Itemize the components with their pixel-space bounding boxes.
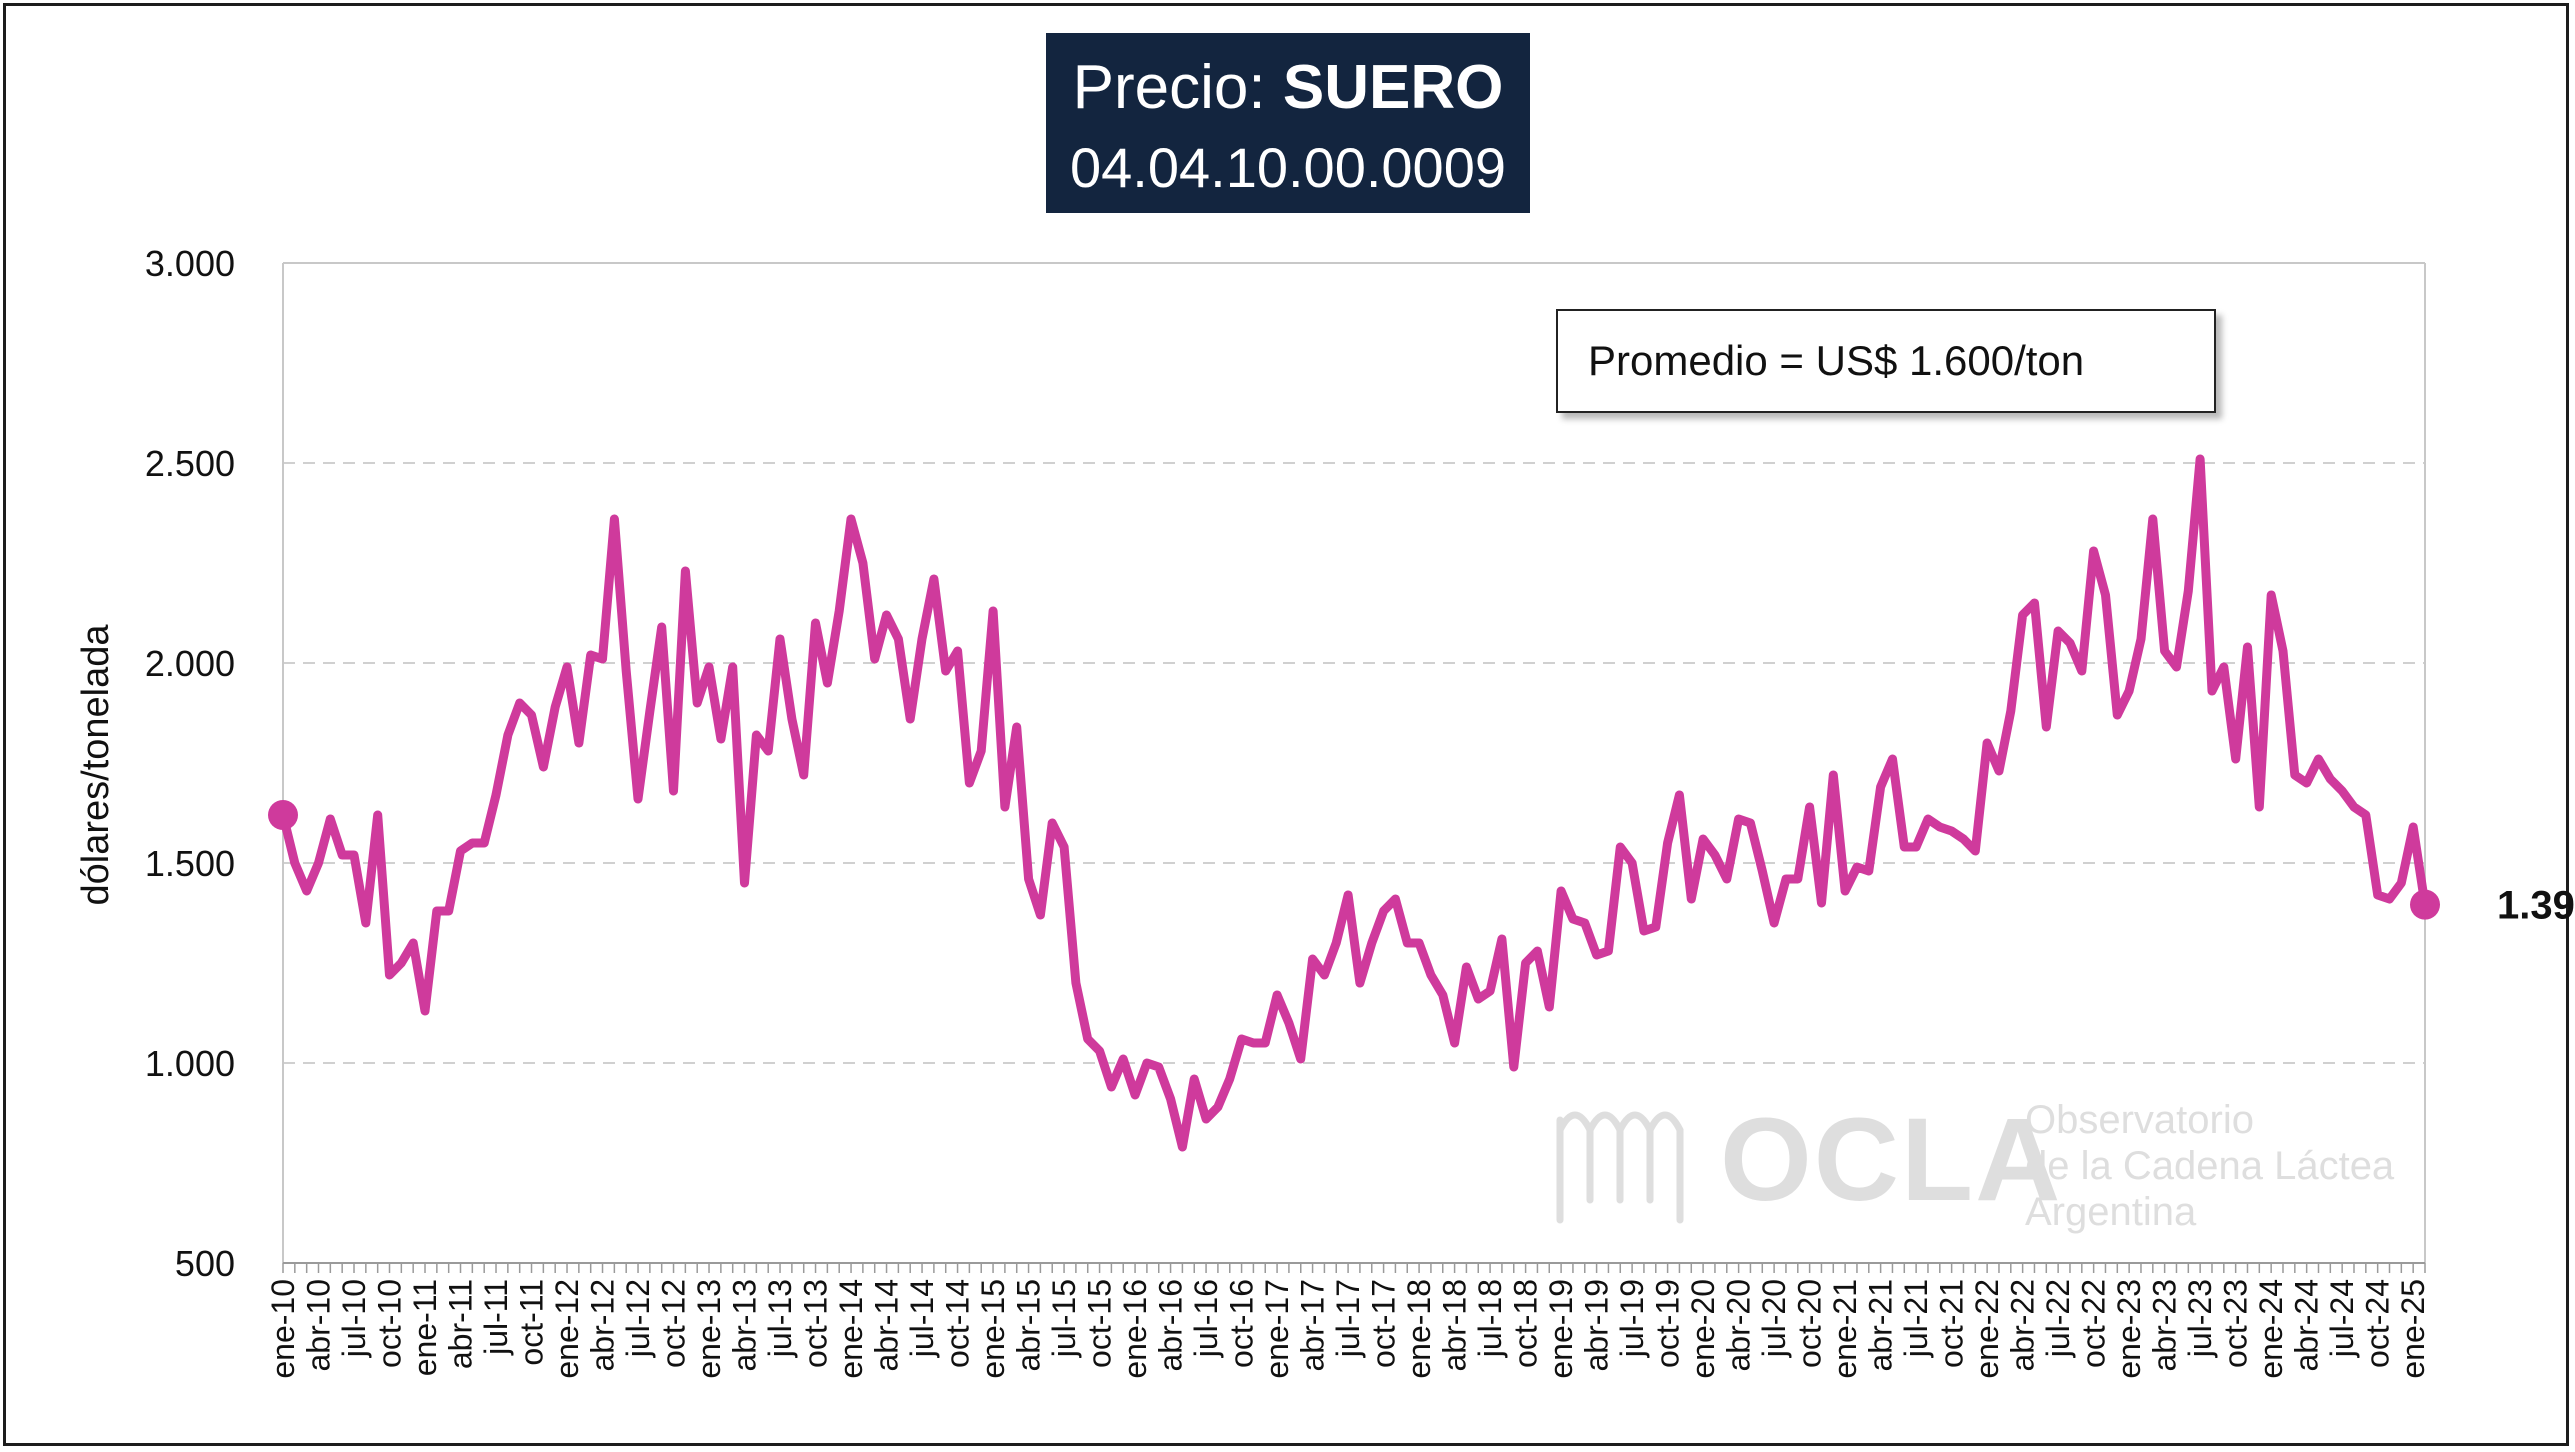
x-tick-label: abr-16: [1153, 1279, 1189, 1372]
title-prefix: Precio:: [1072, 53, 1266, 122]
title-product: SUERO: [1282, 53, 1504, 122]
x-tick-label: ene-10: [265, 1279, 301, 1379]
x-tick-label: oct-12: [656, 1279, 692, 1368]
x-tick-label: jul-19: [1614, 1279, 1650, 1358]
y-axis: 500 1.000 1.500 2.000 2.500 3.000: [145, 243, 2426, 1284]
x-tick-label: oct-19: [1650, 1279, 1686, 1368]
x-tick-label: ene-21: [1827, 1279, 1863, 1379]
x-tick-label: abr-19: [1579, 1279, 1615, 1372]
y-tick-label: 3.000: [145, 243, 235, 284]
x-tick-label: ene-18: [1401, 1279, 1437, 1379]
logo-ocla-text: OCLA: [1720, 1094, 2063, 1226]
x-tick-label: ene-20: [1685, 1279, 1721, 1379]
end-point-marker: [2410, 889, 2440, 920]
series-layer: [278, 454, 2430, 1152]
x-tick-label: oct-11: [514, 1279, 550, 1366]
y-tick-label: 2.000: [145, 643, 235, 684]
x-tick-label: abr-12: [585, 1279, 621, 1372]
x-tick-label: ene-12: [549, 1279, 585, 1379]
x-tick-label: abr-13: [727, 1279, 763, 1372]
logo-line-1: Observatorio: [2025, 1098, 2254, 1142]
ocla-watermark: OCLA Observatorio de la Cadena Láctea Ar…: [1550, 1090, 2430, 1240]
x-tick-label: oct-21: [1934, 1279, 1970, 1368]
x-tick-label: oct-20: [1792, 1279, 1828, 1368]
y-tick-label: 500: [175, 1243, 235, 1284]
x-tick-label: oct-18: [1508, 1279, 1544, 1368]
x-tick-label: jul-22: [2040, 1279, 2076, 1358]
x-tick-label: abr-22: [2005, 1279, 2041, 1372]
x-tick-label: jul-17: [1330, 1279, 1366, 1358]
x-tick-label: jul-10: [336, 1279, 372, 1358]
ocla-logo-icon: [1556, 1111, 1684, 1224]
x-tick-label: jul-11: [478, 1279, 514, 1356]
x-tick-label: ene-16: [1117, 1279, 1153, 1379]
y-axis-label: dólares/tonelada: [75, 624, 117, 906]
x-tick-label: oct-14: [940, 1279, 976, 1368]
x-axis: ene-10 abr-10 jul-10 oct-10 ene-11 abr-11 jul-…: [265, 1262, 2431, 1379]
x-tick-label: ene-19: [1543, 1279, 1579, 1379]
chart-title-box: Precio: SUERO 04.04.10.00.0009: [1046, 33, 1530, 213]
x-tick-label: abr-18: [1437, 1279, 1473, 1372]
x-tick-label: ene-17: [1259, 1279, 1295, 1379]
x-tick-label: jul-20: [1756, 1279, 1792, 1358]
x-tick-label: oct-15: [1082, 1279, 1118, 1368]
x-tick-label: ene-13: [691, 1279, 727, 1379]
x-tick-label: jul-14: [904, 1279, 940, 1358]
x-tick-label: abr-11: [443, 1279, 479, 1369]
x-tick-label: abr-23: [2147, 1279, 2183, 1372]
x-tick-label: oct-24: [2360, 1279, 2396, 1368]
x-tick-label: ene-25: [2395, 1279, 2431, 1379]
x-tick-label: ene-11: [407, 1279, 443, 1376]
x-tick-label: ene-14: [833, 1279, 869, 1379]
x-tick-label: ene-24: [2253, 1279, 2289, 1379]
logo-line-3: Argentina: [2025, 1190, 2197, 1234]
x-tick-label: oct-10: [372, 1279, 408, 1368]
x-tick-label: abr-21: [1863, 1279, 1899, 1372]
series-line: [278, 454, 2430, 1152]
x-tick-label: jul-18: [1472, 1279, 1508, 1358]
y-tick-label: 2.500: [145, 443, 235, 484]
x-tick-label: oct-17: [1366, 1279, 1402, 1368]
chart-frame: [3, 3, 2569, 1446]
x-tick-label: abr-17: [1295, 1279, 1331, 1372]
average-annotation: Promedio = US$ 1.600/ton: [1556, 309, 2216, 413]
x-tick-label: jul-13: [762, 1279, 798, 1358]
endpoint-markers: [268, 800, 2440, 920]
logo-line-2: de la Cadena Láctea: [2025, 1144, 2395, 1188]
x-tick-label: ene-15: [975, 1279, 1011, 1379]
x-tick-label: abr-14: [869, 1279, 905, 1372]
x-tick-label: jul-15: [1046, 1279, 1082, 1358]
x-tick-label: oct-16: [1224, 1279, 1260, 1368]
x-tick-label: oct-13: [798, 1279, 834, 1368]
last-value-label: 1.396: [2497, 884, 2575, 928]
chart-subtitle-code: 04.04.10.00.0009: [1070, 136, 1506, 199]
y-tick-label: 1.500: [145, 843, 235, 884]
x-tick-label: abr-10: [301, 1279, 337, 1372]
x-tick-label: abr-20: [1721, 1279, 1757, 1372]
chart-title: Precio: SUERO: [1046, 53, 1530, 123]
x-tick-label: jul-21: [1898, 1279, 1934, 1358]
y-tick-label: 1.000: [145, 1043, 235, 1084]
x-tick-label: jul-12: [620, 1279, 656, 1358]
x-tick-label: ene-23: [2111, 1279, 2147, 1379]
x-tick-label: jul-23: [2182, 1279, 2218, 1358]
x-tick-label: oct-23: [2218, 1279, 2254, 1368]
x-tick-label: jul-24: [2324, 1279, 2360, 1358]
x-tick-label: jul-16: [1188, 1279, 1224, 1358]
start-point-marker: [268, 800, 298, 830]
x-tick-label: abr-24: [2289, 1279, 2325, 1372]
x-tick-label: oct-22: [2076, 1279, 2112, 1368]
x-tick-label: abr-15: [1011, 1279, 1047, 1372]
x-tick-label: ene-22: [1969, 1279, 2005, 1379]
